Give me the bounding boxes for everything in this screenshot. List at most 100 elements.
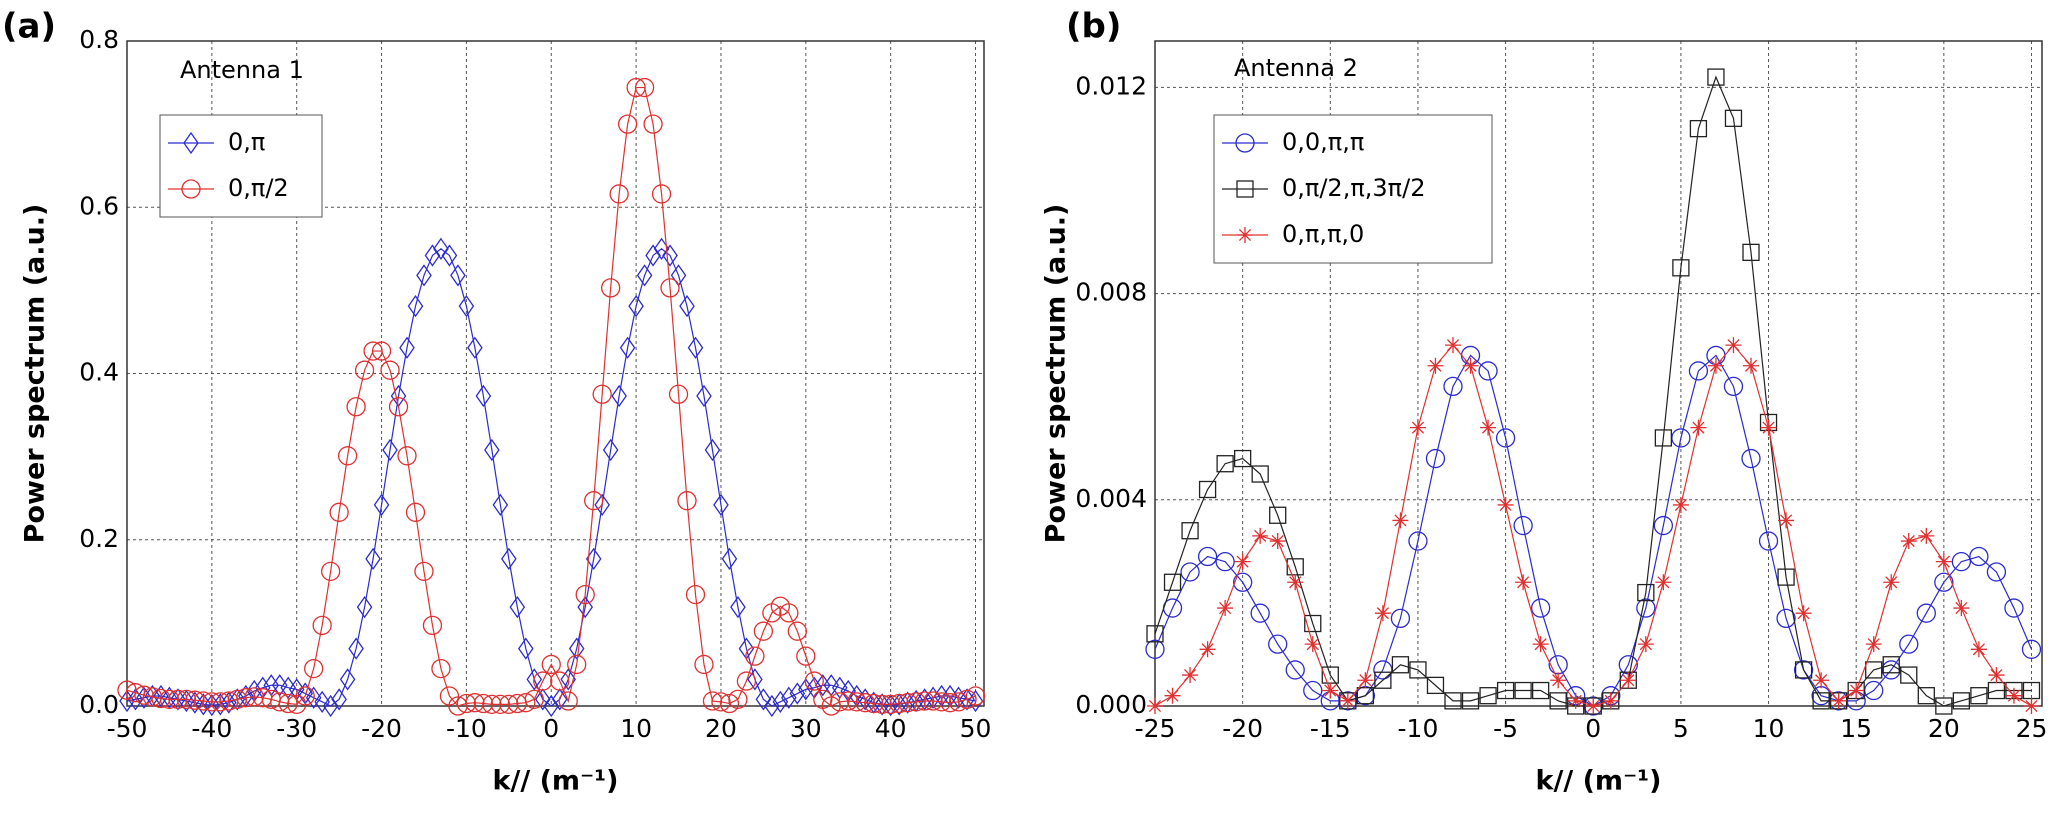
- marker: [422, 615, 443, 636]
- marker: [450, 264, 466, 287]
- x-axis-label: k// (m⁻¹): [1536, 766, 1662, 797]
- marker: [1724, 109, 1743, 127]
- marker: [914, 691, 935, 711]
- marker: [1723, 376, 1744, 397]
- marker: [127, 688, 144, 711]
- marker: [882, 694, 899, 717]
- marker: [416, 264, 432, 287]
- x-tick-label: -20: [1222, 714, 1263, 743]
- marker: [492, 493, 509, 516]
- marker: [1513, 515, 1533, 536]
- marker: [1865, 636, 1882, 653]
- marker: [518, 637, 534, 660]
- marker: [781, 686, 797, 709]
- marker: [331, 688, 347, 711]
- marker: [221, 691, 237, 714]
- marker: [1585, 698, 1602, 714]
- marker: [1654, 429, 1673, 447]
- marker: [1952, 692, 1971, 710]
- marker: [897, 693, 918, 713]
- marker: [1970, 641, 1987, 658]
- marker: [1707, 357, 1724, 374]
- marker: [568, 637, 585, 660]
- marker: [696, 384, 712, 408]
- marker: [889, 693, 909, 714]
- marker: [1653, 515, 1674, 536]
- y-axis-label: Power spectrum (a.u.): [20, 204, 51, 544]
- marker: [1217, 600, 1234, 617]
- marker: [916, 688, 933, 711]
- marker: [431, 658, 451, 679]
- marker: [1741, 448, 1761, 469]
- marker: [304, 658, 324, 679]
- marker: [694, 654, 714, 675]
- series-line: [126, 86, 976, 707]
- marker: [1777, 568, 1795, 586]
- marker: [1742, 243, 1760, 262]
- marker: [534, 688, 551, 711]
- marker: [1636, 598, 1656, 618]
- x-tick-label: -30: [276, 714, 317, 743]
- marker: [1689, 119, 1708, 138]
- marker: [685, 584, 706, 605]
- marker: [1146, 625, 1164, 643]
- marker: [227, 689, 247, 709]
- marker: [719, 693, 740, 714]
- marker: [1198, 480, 1217, 499]
- marker: [356, 595, 373, 619]
- marker: [424, 244, 441, 267]
- marker: [1391, 656, 1410, 674]
- x-tick-label: 30: [790, 714, 822, 743]
- marker: [736, 671, 757, 691]
- marker: [567, 654, 587, 675]
- marker: [1461, 692, 1480, 710]
- marker: [1794, 661, 1813, 679]
- marker: [1237, 227, 1253, 243]
- marker: [864, 693, 884, 714]
- marker: [1515, 574, 1532, 591]
- marker: [651, 184, 672, 204]
- marker: [202, 692, 222, 712]
- marker: [1443, 376, 1463, 397]
- marker: [1865, 661, 1883, 679]
- marker: [1655, 574, 1672, 591]
- marker: [388, 397, 409, 417]
- marker: [1234, 553, 1251, 570]
- marker: [183, 131, 199, 155]
- marker: [501, 547, 517, 571]
- marker: [339, 668, 356, 691]
- legend-label: 0,π: [228, 128, 265, 156]
- marker: [484, 438, 500, 462]
- marker: [159, 689, 180, 709]
- x-tick-label: 5: [1673, 714, 1689, 743]
- marker: [509, 595, 526, 619]
- marker: [1496, 681, 1515, 700]
- marker: [721, 547, 738, 571]
- marker: [1637, 583, 1655, 602]
- marker: [1935, 697, 1953, 715]
- marker: [560, 668, 577, 691]
- marker: [855, 693, 875, 713]
- marker: [1232, 572, 1253, 592]
- marker: [745, 646, 765, 666]
- marker: [1145, 639, 1165, 659]
- marker: [1531, 598, 1551, 618]
- marker: [592, 384, 612, 404]
- plot-frame: [126, 40, 985, 707]
- marker: [1339, 692, 1356, 709]
- marker: [1550, 672, 1567, 689]
- marker: [1163, 573, 1182, 591]
- marker: [312, 615, 332, 636]
- marker: [713, 493, 729, 516]
- marker: [779, 603, 799, 623]
- y-tick-label: 0.2: [79, 524, 119, 553]
- y-tick-label: 0.004: [1075, 484, 1147, 513]
- legend-label: 0,π/2,π,3π/2: [1282, 174, 1425, 202]
- x-tick-label: 40: [875, 714, 907, 743]
- marker: [957, 689, 977, 709]
- marker: [467, 336, 483, 359]
- marker: [414, 561, 434, 581]
- marker: [1427, 357, 1444, 374]
- marker: [371, 341, 392, 361]
- marker: [1916, 603, 1936, 623]
